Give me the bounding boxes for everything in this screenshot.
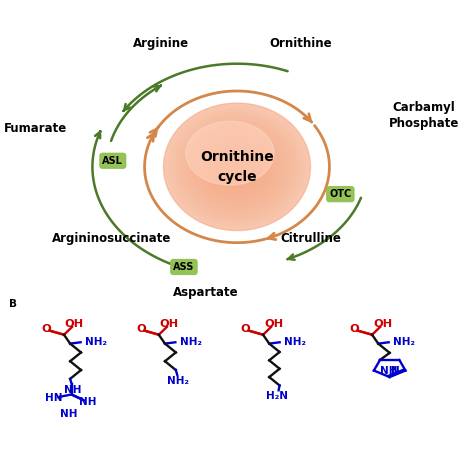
Text: Citrulline: Citrulline [280, 232, 341, 245]
Ellipse shape [188, 124, 286, 210]
Ellipse shape [195, 131, 279, 203]
Text: OH: OH [160, 319, 179, 329]
Text: B: B [9, 299, 17, 309]
Ellipse shape [225, 156, 249, 177]
Text: NH: NH [61, 409, 78, 419]
Ellipse shape [198, 133, 276, 201]
Ellipse shape [173, 112, 301, 222]
Text: OTC: OTC [329, 189, 351, 199]
Ellipse shape [235, 165, 239, 169]
Ellipse shape [171, 109, 303, 224]
Ellipse shape [229, 161, 245, 173]
Text: Ornithine
cycle: Ornithine cycle [200, 150, 274, 183]
Text: NH: NH [64, 385, 81, 395]
Ellipse shape [210, 144, 264, 190]
Text: HN: HN [45, 392, 62, 403]
Ellipse shape [208, 141, 266, 192]
Ellipse shape [193, 128, 281, 205]
Text: NH₂: NH₂ [167, 376, 189, 386]
Ellipse shape [191, 127, 283, 207]
Ellipse shape [181, 118, 293, 216]
Text: O: O [240, 324, 250, 334]
Ellipse shape [185, 122, 288, 211]
Text: Arginine: Arginine [133, 37, 189, 51]
Ellipse shape [200, 135, 274, 199]
Ellipse shape [212, 146, 262, 188]
Text: H₂N: H₂N [266, 392, 288, 401]
Ellipse shape [164, 103, 310, 230]
Ellipse shape [227, 158, 247, 175]
Ellipse shape [215, 148, 259, 186]
Text: NH₂: NH₂ [85, 337, 107, 347]
Text: NH: NH [80, 397, 97, 407]
Text: Ornithine: Ornithine [270, 37, 332, 51]
Text: Carbamyl
Phosphate: Carbamyl Phosphate [389, 101, 459, 130]
Ellipse shape [183, 120, 291, 214]
Ellipse shape [203, 137, 271, 197]
Ellipse shape [168, 108, 306, 226]
Text: NH: NH [380, 365, 397, 375]
Text: ASS: ASS [173, 262, 195, 272]
Text: Argininosuccinate: Argininosuccinate [52, 232, 171, 245]
Text: OH: OH [264, 319, 283, 329]
Ellipse shape [218, 150, 256, 184]
Text: O: O [136, 324, 146, 334]
Ellipse shape [166, 105, 308, 228]
Text: NH₂: NH₂ [284, 337, 306, 347]
Ellipse shape [232, 163, 242, 171]
Text: OH: OH [373, 319, 392, 329]
Ellipse shape [205, 139, 269, 194]
Ellipse shape [222, 154, 252, 180]
Text: OH: OH [65, 319, 84, 329]
Ellipse shape [176, 114, 298, 220]
Text: Fumarate: Fumarate [4, 122, 67, 136]
Ellipse shape [220, 152, 254, 182]
Text: O: O [349, 324, 359, 334]
Text: O: O [41, 324, 51, 334]
Text: NH₂: NH₂ [393, 337, 415, 347]
Text: ASL: ASL [102, 156, 123, 166]
Text: Aspartate: Aspartate [173, 286, 239, 299]
Ellipse shape [186, 121, 274, 185]
Text: NH₂: NH₂ [180, 337, 202, 347]
Ellipse shape [178, 116, 296, 218]
Text: N: N [391, 365, 400, 375]
Ellipse shape [164, 103, 310, 230]
